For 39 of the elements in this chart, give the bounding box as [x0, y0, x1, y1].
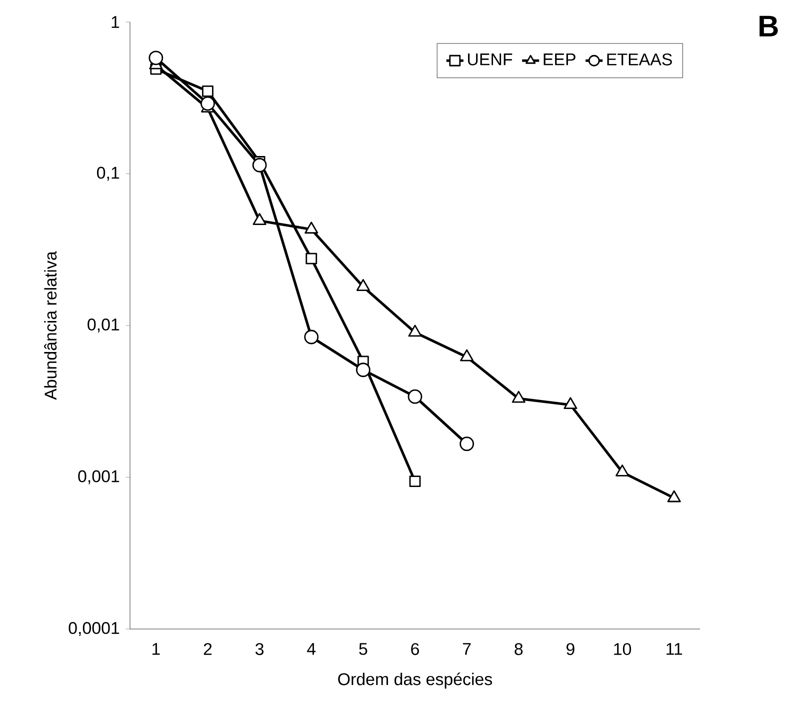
point: [460, 349, 474, 362]
y-axis-title: Abundância relativa: [44, 251, 57, 400]
x-tick-label: 11: [666, 643, 682, 655]
x-tick-label: 8: [514, 643, 523, 656]
y-tick-label: 0,001: [78, 470, 120, 484]
point: [564, 397, 578, 410]
point: [148, 50, 164, 66]
point: [408, 324, 422, 337]
point: [356, 362, 370, 378]
x-tick-label: 9: [566, 643, 574, 656]
point: [304, 330, 319, 344]
text: B: [760, 16, 778, 36]
point: [304, 222, 318, 234]
x-tick-label: 4: [307, 643, 316, 655]
x-axis-title: Ordem das espécies: [338, 672, 492, 689]
point: [252, 213, 266, 225]
x-tick-label: 1: [152, 643, 160, 655]
y-tick-label: 0,1: [97, 166, 120, 181]
y-tick-label: 0,0001: [68, 622, 120, 636]
x-tick-label: 10: [614, 643, 632, 656]
legend-label: UENF: [468, 54, 512, 66]
x-tick-label: 7: [462, 643, 471, 655]
legend-label: ETEAAS: [607, 53, 672, 66]
x-tick-label: 5: [359, 643, 368, 655]
point: [356, 279, 370, 291]
point: [202, 86, 214, 97]
point: [512, 390, 526, 403]
legend-label: EEP: [544, 54, 576, 66]
point: [616, 464, 630, 476]
point: [252, 158, 267, 172]
y-tick-label: 0,01: [88, 318, 120, 333]
x-tick-label: 2: [204, 643, 212, 655]
point: [408, 389, 422, 404]
point: [667, 490, 681, 502]
x-tick-label: 3: [255, 643, 264, 656]
point: [306, 252, 318, 264]
point: [200, 96, 215, 111]
x-tick-label: 6: [411, 643, 419, 656]
y-tick-label: 1: [112, 16, 120, 28]
